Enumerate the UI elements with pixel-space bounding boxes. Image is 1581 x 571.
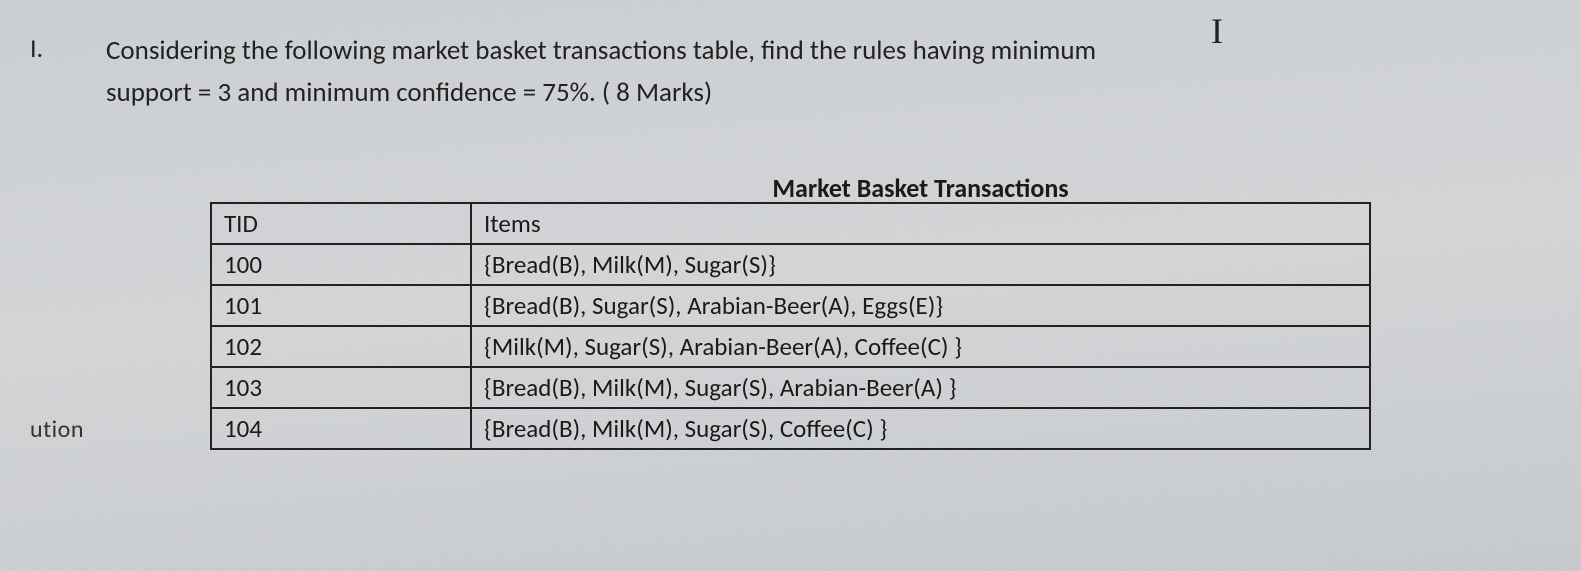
cell-tid: 100 (211, 244, 471, 285)
cell-items: {Milk(M), Sugar(S), Arabian-Beer(A), Cof… (471, 326, 1370, 367)
table-row: 102 {Milk(M), Sugar(S), Arabian-Beer(A),… (211, 326, 1370, 367)
text-cursor-indicator: I (1211, 4, 1223, 60)
cell-tid: 101 (211, 285, 471, 326)
question-number: I. (30, 30, 58, 64)
table-title: Market Basket Transactions (470, 172, 1371, 204)
table-row: 103 {Bread(B), Milk(M), Sugar(S), Arabia… (211, 367, 1370, 408)
table-row: 101 {Bread(B), Sugar(S), Arabian-Beer(A)… (211, 285, 1370, 326)
cell-tid: 103 (211, 367, 471, 408)
question-text: I Considering the following market baske… (106, 30, 1541, 114)
footer-fragment: ution (30, 415, 84, 444)
cell-items: {Bread(B), Milk(M), Sugar(S), Arabian-Be… (471, 367, 1370, 408)
question-line-1: Considering the following market basket … (106, 34, 1096, 67)
cell-items: {Bread(B), Milk(M), Sugar(S)} (471, 244, 1370, 285)
transactions-table: TID Items 100 {Bread(B), Milk(M), Sugar(… (210, 202, 1371, 450)
table-row: 104 {Bread(B), Milk(M), Sugar(S), Coffee… (211, 408, 1370, 449)
cell-items: {Bread(B), Sugar(S), Arabian-Beer(A), Eg… (471, 285, 1370, 326)
table-row: 100 {Bread(B), Milk(M), Sugar(S)} (211, 244, 1370, 285)
transactions-table-area: Market Basket Transactions TID Items 100… (210, 172, 1371, 450)
question-line-2: support = 3 and minimum confidence = 75%… (106, 76, 712, 109)
table-header-row: TID Items (211, 203, 1370, 244)
cell-tid: 104 (211, 408, 471, 449)
header-items: Items (471, 203, 1370, 244)
header-tid: TID (211, 203, 471, 244)
cell-items: {Bread(B), Milk(M), Sugar(S), Coffee(C) … (471, 408, 1370, 449)
cell-tid: 102 (211, 326, 471, 367)
question-block: I. I Considering the following market ba… (30, 30, 1541, 114)
